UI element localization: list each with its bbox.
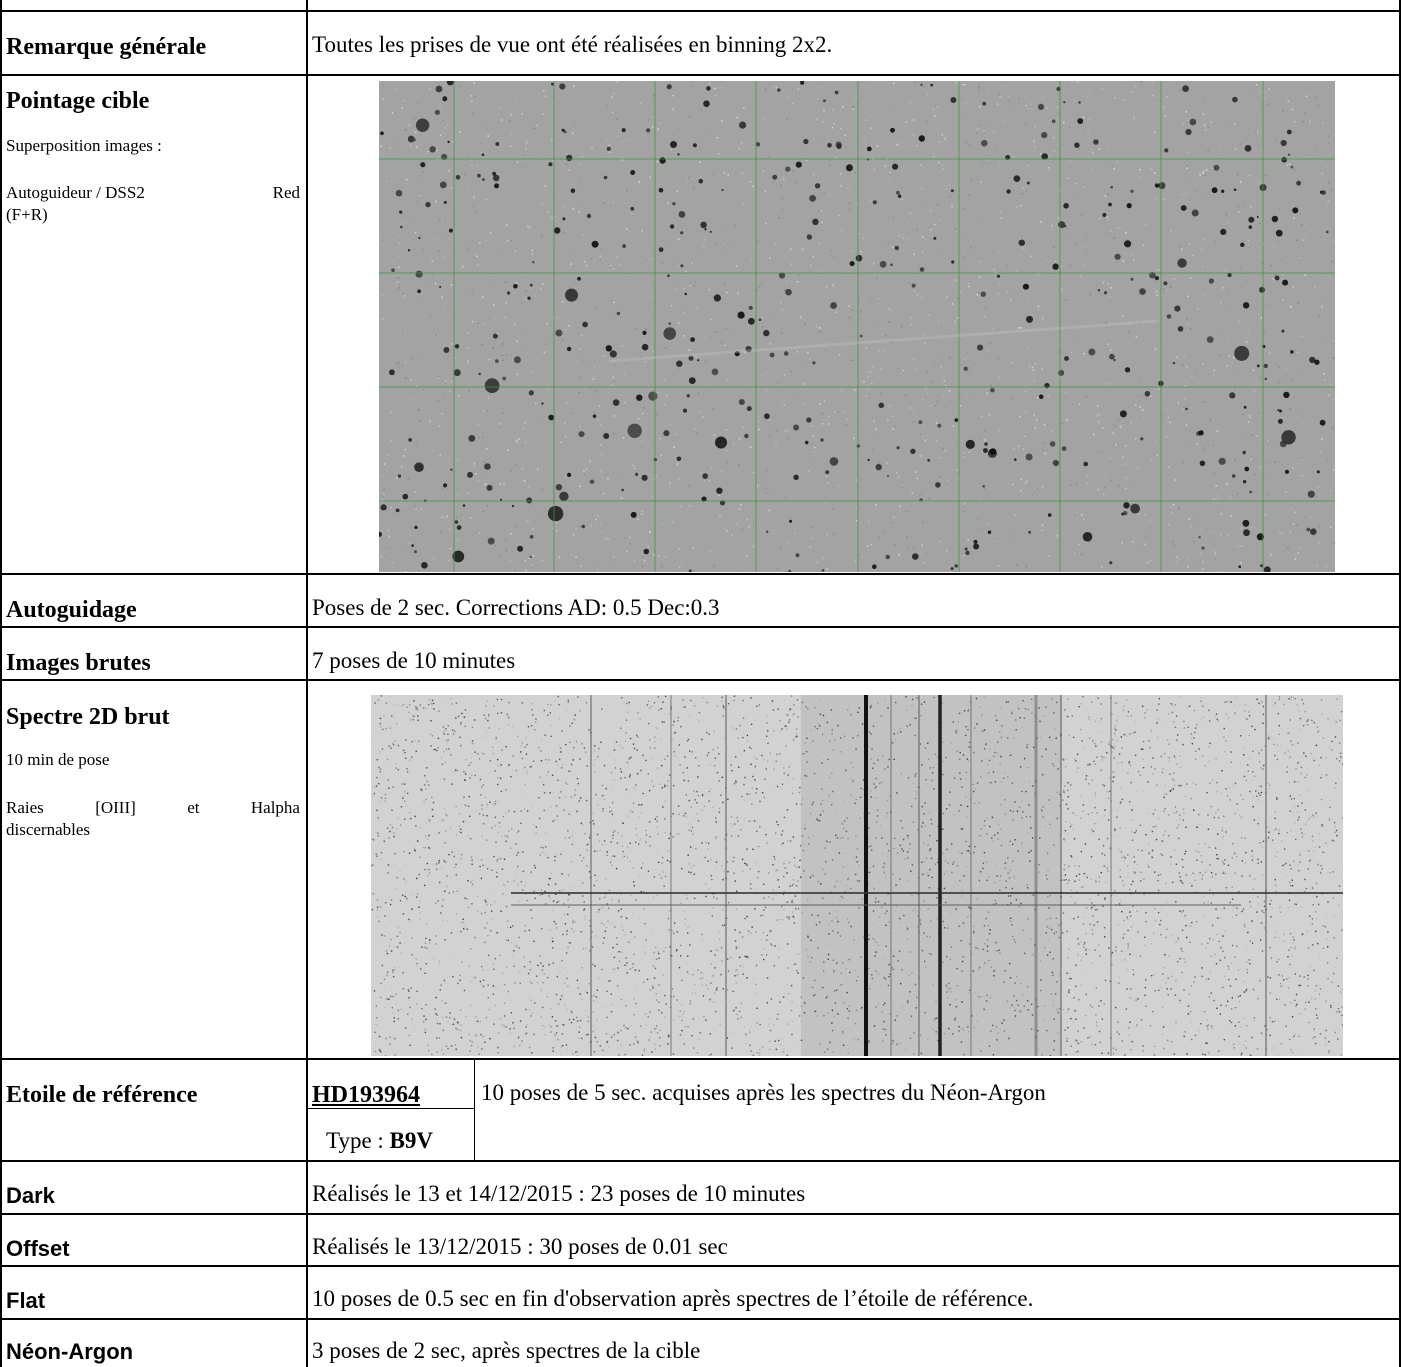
note-word: Raies bbox=[6, 798, 44, 817]
col-divider bbox=[1399, 0, 1401, 1367]
star-field-svg bbox=[379, 81, 1335, 572]
row-divider bbox=[0, 1318, 1401, 1320]
label-images-brutes: Images brutes bbox=[6, 650, 151, 676]
value-etoile: 10 poses de 5 sec. acquises après les sp… bbox=[481, 1080, 1046, 1105]
value-images-brutes: 7 poses de 10 minutes bbox=[312, 648, 516, 673]
star-type-value: B9V bbox=[389, 1128, 433, 1153]
note-pose: 10 min de pose bbox=[6, 750, 110, 769]
label-spectre: Spectre 2D brut bbox=[6, 704, 170, 730]
note-superposition: Superposition images : bbox=[6, 136, 162, 155]
value-dark: Réalisés le 13 et 14/12/2015 : 23 poses … bbox=[312, 1181, 806, 1206]
note-raies: Raies [OIII] et Halpha discernables bbox=[6, 797, 300, 841]
label-offset: Offset bbox=[6, 1236, 70, 1261]
col-divider bbox=[474, 1058, 475, 1160]
note-word: [OIII] bbox=[95, 798, 136, 817]
row-divider bbox=[0, 626, 1401, 628]
label-etoile: Etoile de référence bbox=[6, 1082, 198, 1108]
label-flat: Flat bbox=[6, 1288, 46, 1313]
row-divider bbox=[0, 1058, 1401, 1060]
value-autoguidage: Poses de 2 sec. Corrections AD: 0.5 Dec:… bbox=[312, 595, 720, 620]
label-remarque: Remarque générale bbox=[6, 34, 207, 60]
note-word: Autoguideur / DSS2 bbox=[6, 183, 145, 202]
note-word: et bbox=[187, 798, 200, 817]
label-neon: Néon-Argon bbox=[6, 1339, 134, 1364]
spectrum-2d-image bbox=[371, 695, 1343, 1056]
row-divider bbox=[0, 1213, 1401, 1215]
row-divider bbox=[0, 1265, 1401, 1267]
col-divider bbox=[0, 0, 2, 1367]
value-offset: Réalisés le 13/12/2015 : 30 poses de 0.0… bbox=[312, 1234, 728, 1259]
row-divider bbox=[0, 10, 1401, 12]
row-divider bbox=[0, 573, 1401, 575]
col-divider bbox=[306, 0, 308, 1367]
star-type: Type : B9V bbox=[326, 1127, 433, 1155]
row-divider bbox=[0, 1160, 1401, 1162]
star-id: HD193964 bbox=[312, 1082, 420, 1108]
value-remarque: Toutes les prises de vue ont été réalisé… bbox=[312, 32, 833, 57]
note-word: (F+R) bbox=[6, 205, 48, 224]
spectrum-svg bbox=[371, 695, 1343, 1056]
note-word: Halpha bbox=[250, 798, 300, 817]
row-divider bbox=[0, 679, 1401, 681]
star-field-image bbox=[379, 81, 1335, 572]
note-word: discernables bbox=[6, 820, 91, 839]
label-autoguidage: Autoguidage bbox=[6, 597, 137, 623]
value-flat: 10 poses de 0.5 sec en fin d'observation… bbox=[312, 1286, 1034, 1311]
note-autoguideur: Autoguideur / DSS2 Red (F+R) bbox=[6, 182, 300, 226]
label-pointage: Pointage cible bbox=[6, 88, 150, 114]
label-dark: Dark bbox=[6, 1183, 55, 1208]
value-neon: 3 poses de 2 sec, après spectres de la c… bbox=[312, 1338, 701, 1363]
inner-divider bbox=[307, 1108, 475, 1109]
row-divider bbox=[0, 74, 1401, 76]
note-word: Red bbox=[272, 183, 300, 202]
star-type-prefix: Type : bbox=[326, 1128, 390, 1153]
